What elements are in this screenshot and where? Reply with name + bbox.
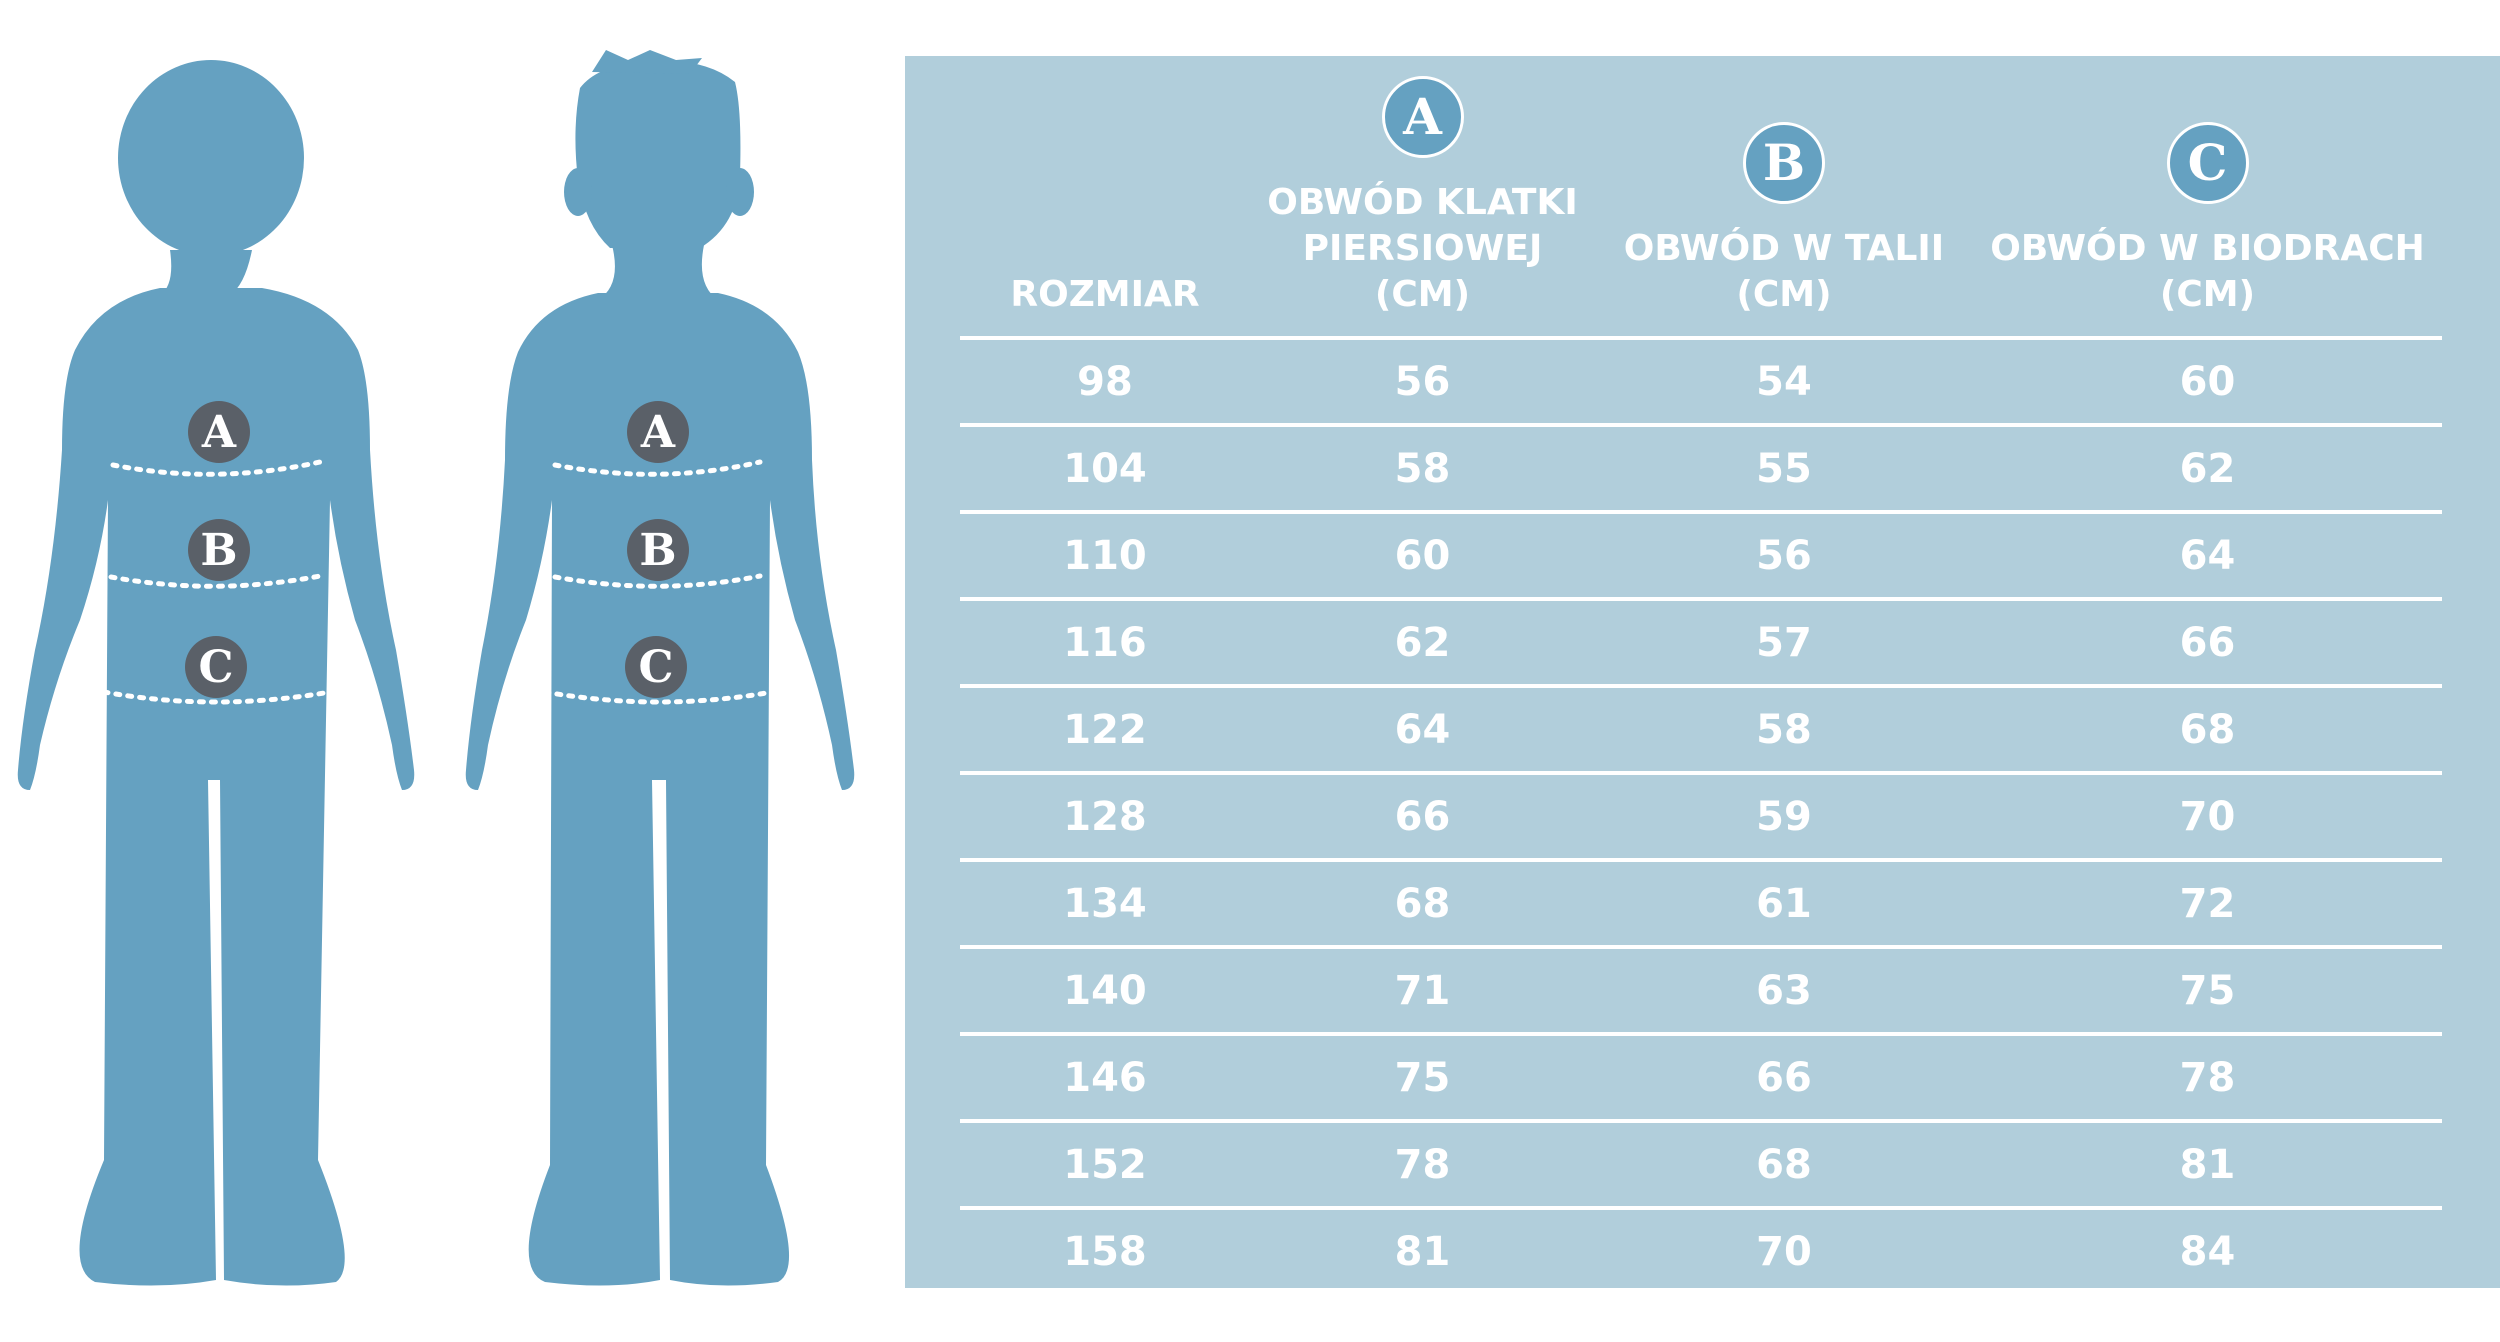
- table-row: 116 62 57 66: [960, 599, 2442, 688]
- cell-waist: 55: [1595, 425, 1973, 514]
- header-hips-line1: OBWÓD W BIODRACH: [1990, 228, 2425, 269]
- cell-waist: 63: [1595, 947, 1973, 1036]
- cell-hips: 62: [1973, 425, 2442, 514]
- cell-waist: 57: [1595, 599, 1973, 688]
- header-chest-badge: A: [1381, 76, 1464, 158]
- svg-text:B: B: [639, 525, 676, 576]
- header-chest-line2: PIERSIOWEJ (CM): [1302, 228, 1543, 315]
- header-waist: B OBWÓD W TALII (CM): [1595, 56, 1973, 340]
- header-chest-line1: OBWÓD KLATKI: [1267, 182, 1578, 223]
- svg-text:A: A: [201, 407, 237, 458]
- cell-chest: 71: [1250, 947, 1595, 1036]
- table-row: 152 78 68 81: [960, 1121, 2442, 1210]
- cell-size: 140: [960, 947, 1250, 1036]
- table-row: 110 60 56 64: [960, 512, 2442, 601]
- girl-silhouette: [17, 60, 415, 1286]
- header-waist-line2: (CM): [1736, 274, 1832, 315]
- table-row: 146 75 66 78: [960, 1034, 2442, 1123]
- svg-text:B: B: [200, 525, 237, 576]
- boy-waist-line: [552, 573, 763, 589]
- cell-hips: 66: [1973, 599, 2442, 688]
- cell-chest: 75: [1250, 1034, 1595, 1123]
- header-hips: C OBWÓD W BIODRACH (CM): [1973, 56, 2442, 340]
- boy-hip-line: [542, 689, 775, 705]
- girl-marker-c: C: [185, 636, 247, 698]
- girl-chest-line: [110, 459, 323, 477]
- size-chart-table: ROZMIAR A OBWÓD KLATKI PIERSIOWEJ (CM) B…: [960, 56, 2442, 1293]
- table-header-row: ROZMIAR A OBWÓD KLATKI PIERSIOWEJ (CM) B…: [960, 56, 2442, 340]
- cell-hips: 84: [2179, 1228, 2236, 1275]
- table-row: 134 68 61 72: [960, 860, 2442, 949]
- cell-waist: 70: [1756, 1228, 1812, 1275]
- svg-text:A: A: [640, 407, 676, 458]
- header-waist-badge: B: [1743, 122, 1825, 204]
- cell-hips: 68: [1973, 686, 2442, 775]
- body-figures-illustration: A B C A B C: [17, 50, 855, 1286]
- boy-silhouette: [465, 50, 855, 1286]
- cell-size: 122: [960, 686, 1250, 775]
- cell-chest: 68: [1250, 860, 1595, 949]
- body-figures: A B C A B C: [0, 0, 900, 1342]
- cell-hips: 64: [1973, 512, 2442, 601]
- girl-waist-line: [108, 573, 323, 589]
- cell-size: 146: [960, 1034, 1250, 1123]
- girl-hip-line: [101, 689, 333, 705]
- size-chart-panel: ROZMIAR A OBWÓD KLATKI PIERSIOWEJ (CM) B…: [905, 56, 2500, 1288]
- table-row: 128 66 59 70: [960, 773, 2442, 862]
- cell-chest: 60: [1250, 512, 1595, 601]
- cell-hips: 75: [1973, 947, 2442, 1036]
- cell-hips: 81: [1973, 1121, 2442, 1210]
- cell-hips: 70: [1973, 773, 2442, 862]
- table-row: 158 81 70 84: [960, 1208, 2442, 1293]
- cell-waist: 59: [1595, 773, 1973, 862]
- header-chest: A OBWÓD KLATKI PIERSIOWEJ (CM): [1250, 56, 1595, 340]
- cell-hips: 72: [1973, 860, 2442, 949]
- girl-marker-a: A: [188, 401, 250, 463]
- svg-text:C: C: [198, 642, 233, 693]
- girl-marker-b: B: [188, 519, 250, 581]
- cell-size: 152: [960, 1121, 1250, 1210]
- cell-chest: 81: [1394, 1228, 1451, 1275]
- table-row: 98 56 54 60: [960, 338, 2442, 427]
- cell-hips: 78: [1973, 1034, 2442, 1123]
- boy-chest-line: [552, 459, 763, 477]
- cell-hips: 60: [1973, 338, 2442, 427]
- cell-waist: 61: [1595, 860, 1973, 949]
- boy-marker-c: C: [625, 636, 687, 698]
- cell-waist: 58: [1595, 686, 1973, 775]
- cell-chest: 56: [1250, 338, 1595, 427]
- cell-size: 110: [960, 512, 1250, 601]
- cell-chest: 66: [1250, 773, 1595, 862]
- table-row: 104 58 55 62: [960, 425, 2442, 514]
- cell-size: 134: [960, 860, 1250, 949]
- cell-size: 116: [960, 599, 1250, 688]
- cell-waist: 68: [1595, 1121, 1973, 1210]
- header-hips-line2: (CM): [2159, 274, 2256, 315]
- cell-chest: 62: [1250, 599, 1595, 688]
- cell-waist: 56: [1595, 512, 1973, 601]
- cell-size: 158: [1063, 1228, 1147, 1275]
- header-waist-line1: OBWÓD W TALII: [1623, 228, 1945, 269]
- cell-chest: 64: [1250, 686, 1595, 775]
- header-size: ROZMIAR: [960, 56, 1250, 340]
- cell-size: 128: [960, 773, 1250, 862]
- cell-size: 98: [960, 338, 1250, 427]
- boy-marker-a: A: [627, 401, 689, 463]
- header-hips-badge: C: [2166, 122, 2249, 204]
- cell-waist: 54: [1595, 338, 1973, 427]
- cell-chest: 58: [1250, 425, 1595, 514]
- svg-text:C: C: [638, 642, 673, 693]
- table-row: 140 71 63 75: [960, 947, 2442, 1036]
- table-row: 122 64 58 68: [960, 686, 2442, 775]
- cell-size: 104: [960, 425, 1250, 514]
- cell-waist: 66: [1595, 1034, 1973, 1123]
- header-size-label: ROZMIAR: [1010, 274, 1200, 315]
- boy-marker-b: B: [627, 519, 689, 581]
- cell-chest: 78: [1250, 1121, 1595, 1210]
